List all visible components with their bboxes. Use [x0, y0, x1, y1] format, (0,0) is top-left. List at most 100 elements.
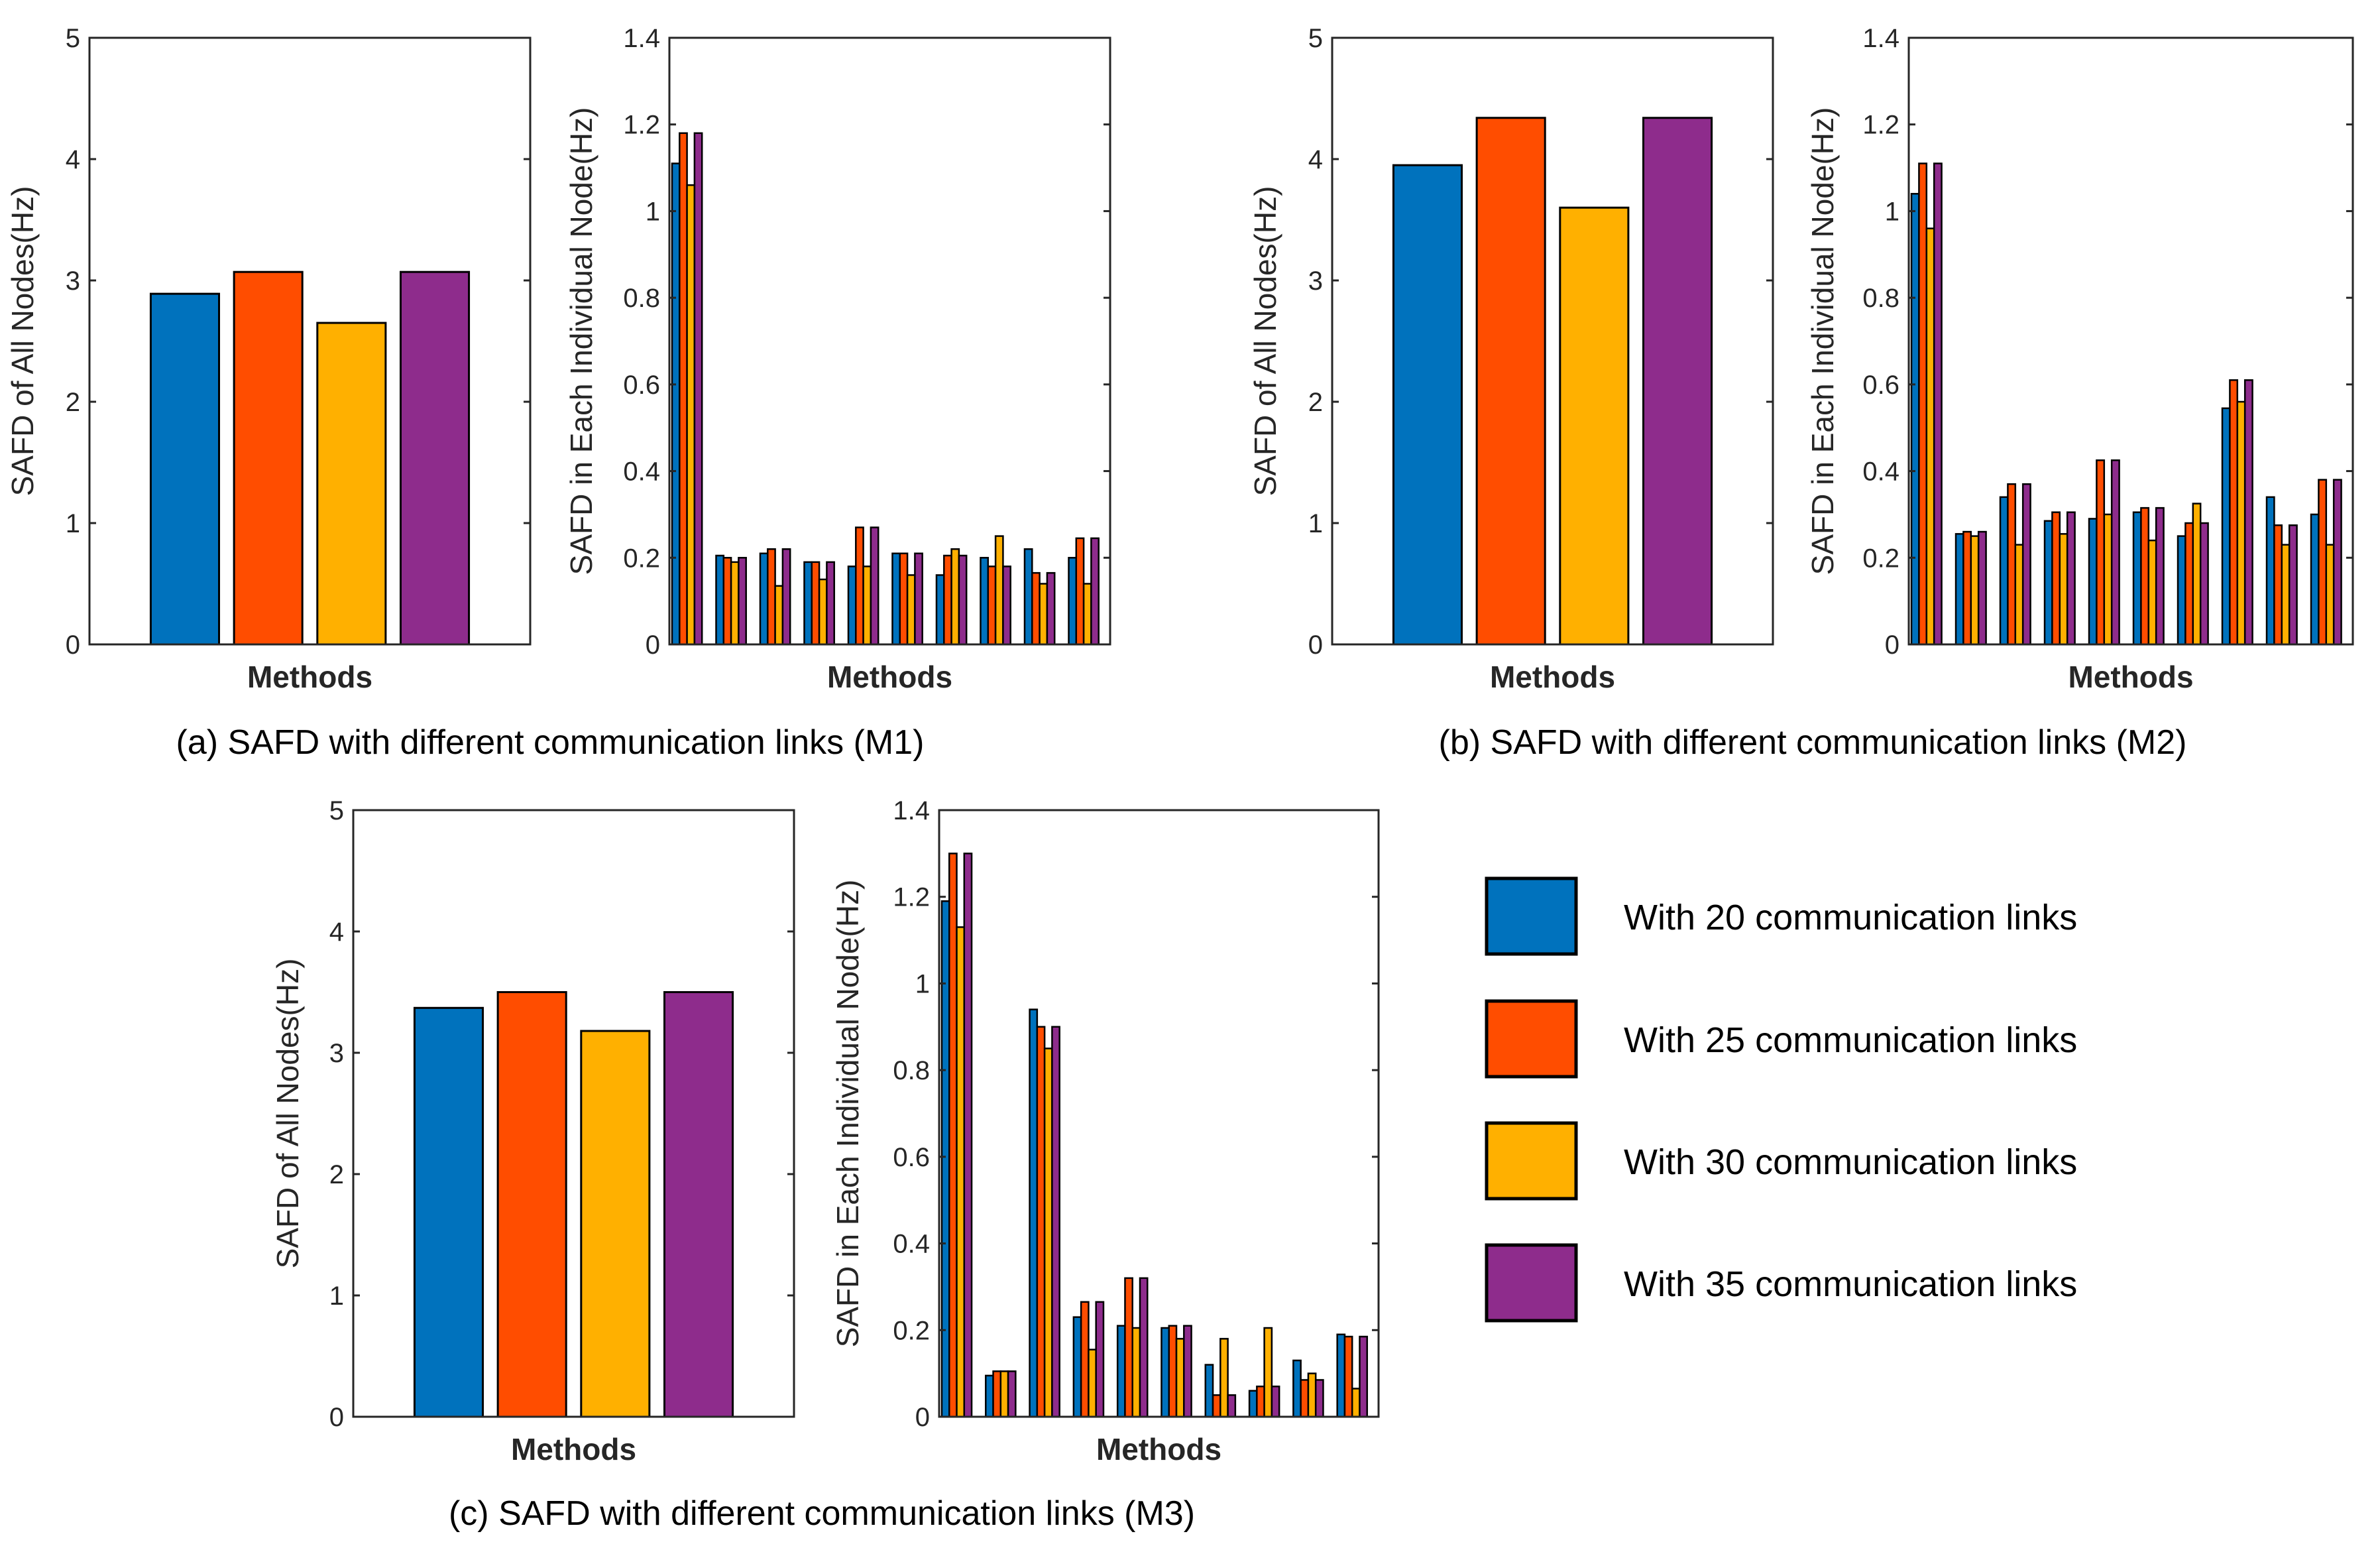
bar-b-node-s25-1: [1962, 530, 1972, 646]
bar-c-node-s20-5: [1161, 1327, 1170, 1418]
bar-c-node-s30-7: [1263, 1327, 1273, 1418]
bar-b-node-s25-5: [2140, 507, 2150, 646]
bar-a-node-s30-5: [906, 574, 916, 646]
bar-c-node-s20-3: [1072, 1316, 1082, 1418]
chart-b-all: 0 1 2 3 4 5 Methods SAFD of All Nodes(Hz): [1248, 24, 1774, 694]
bar-b-all-s20: [1392, 164, 1463, 646]
ytick-label-a-all-2: 2: [66, 388, 80, 417]
bar-a-node-s30-4: [862, 566, 872, 646]
bar-a-node-s25-1: [722, 557, 732, 646]
bar-c-node-s25-2: [1036, 1026, 1046, 1418]
bar-c-node-s30-6: [1219, 1338, 1229, 1418]
legend-label-30: With 30 communication links: [1624, 1142, 2077, 1182]
bar-b-node-s20-5: [2132, 511, 2142, 646]
bar-c-node-s20-8: [1292, 1359, 1302, 1418]
bar-b-node-s20-6: [2177, 535, 2186, 646]
chart-c-all: 0 1 2 3 4 5 Methods SAFD of All Nodes(Hz): [270, 796, 795, 1466]
bar-b-node-s20-0: [1910, 193, 1920, 646]
legend-label-25: With 25 communication links: [1624, 1020, 2077, 1060]
bar-b-node-s30-7: [2236, 400, 2246, 646]
ytick-label-a-all-5: 5: [66, 24, 80, 53]
ylabel-a-node: SAFD in Each Individual Node(Hz): [564, 107, 598, 575]
bar-c-node-s25-5: [1168, 1325, 1178, 1418]
bar-b-node-s20-2: [1999, 496, 2009, 646]
ytick-label-a-all-4: 4: [66, 145, 80, 174]
bar-a-node-s20-9: [1068, 557, 1078, 646]
ylabel-b-all: SAFD of All Nodes(Hz): [1248, 186, 1282, 497]
bar-b-node-s25-6: [2184, 522, 2194, 646]
bar-a-node-s30-9: [1082, 583, 1092, 646]
bar-a-node-s20-6: [935, 574, 945, 646]
ytick-label-c-node-6: 1.2: [893, 883, 930, 912]
ytick-label-c-node-0: 0: [915, 1403, 930, 1432]
xlabel-b-all: Methods: [1490, 660, 1615, 694]
bar-b-node-s25-7: [2229, 379, 2239, 646]
bar-c-node-s35-5: [1183, 1325, 1192, 1418]
bar-a-node-s20-5: [891, 552, 901, 646]
ytick-label-a-all-1: 1: [66, 509, 80, 538]
ytick-label-c-all-1: 1: [329, 1282, 344, 1311]
bar-b-node-s20-1: [1955, 533, 1964, 646]
bar-c-node-s20-0: [940, 900, 950, 1418]
bar-b-node-s35-1: [1977, 530, 1987, 646]
bar-c-node-s25-4: [1124, 1277, 1133, 1418]
bar-a-node-s30-1: [730, 561, 740, 646]
bar-b-node-s30-4: [2103, 513, 2113, 646]
bar-a-node-s25-6: [943, 554, 952, 646]
bar-b-node-s35-5: [2155, 507, 2165, 646]
bar-a-node-s35-4: [870, 526, 879, 646]
ytick-label-c-all-2: 2: [329, 1160, 344, 1189]
bar-c-node-s35-6: [1227, 1394, 1237, 1418]
axes-box-c-all: [352, 809, 795, 1418]
ytick-label-c-node-7: 1.4: [893, 796, 930, 825]
legend-swatch-35: [1485, 1243, 1578, 1323]
bar-b-node-s35-7: [2243, 379, 2253, 646]
caption-b: (b) SAFD with different communication li…: [1439, 723, 2187, 762]
ytick-label-c-all-5: 5: [329, 796, 344, 825]
bar-c-node-s35-7: [1271, 1386, 1280, 1418]
ytick-label-c-all-3: 3: [329, 1039, 344, 1068]
ytick-label-b-all-1: 1: [1308, 509, 1323, 538]
bar-b-node-s25-2: [2007, 483, 2017, 646]
ytick-label-a-node-1: 0.2: [623, 544, 660, 573]
bar-b-node-s25-0: [1918, 162, 1928, 646]
ytick-label-c-node-3: 0.6: [893, 1143, 930, 1172]
bar-b-node-s35-0: [1933, 162, 1943, 646]
ytick-label-b-node-6: 1.2: [1862, 111, 1899, 140]
ytick-label-c-node-5: 1: [915, 969, 930, 998]
bar-c-node-s30-9: [1351, 1388, 1361, 1418]
bar-b-node-s30-9: [2325, 544, 2335, 646]
bar-a-node-s35-5: [914, 552, 923, 646]
bar-b-node-s20-7: [2221, 407, 2231, 646]
ytick-label-b-all-2: 2: [1308, 388, 1323, 417]
ytick-label-a-all-3: 3: [66, 267, 80, 296]
ytick-label-c-all-4: 4: [329, 918, 344, 947]
bar-a-node-s20-2: [759, 552, 769, 646]
bar-a-node-s20-0: [671, 162, 681, 646]
bar-b-node-s35-4: [2110, 459, 2120, 646]
bar-c-node-s20-2: [1029, 1008, 1039, 1418]
bar-b-node-s35-9: [2332, 479, 2342, 646]
ylabel-a-all: SAFD of All Nodes(Hz): [5, 186, 40, 497]
bar-a-node-s25-8: [1031, 571, 1041, 646]
ytick-label-c-node-1: 0.2: [893, 1316, 930, 1345]
ytick-label-b-node-7: 1.4: [1862, 24, 1899, 53]
xlabel-a-node: Methods: [827, 660, 952, 694]
legend-label-20: With 20 communication links: [1624, 898, 2077, 937]
bar-a-node-s25-3: [811, 561, 821, 646]
bar-c-node-s25-3: [1080, 1301, 1090, 1418]
caption-c: (c) SAFD with different communication li…: [449, 1494, 1195, 1533]
bar-a-node-s25-5: [899, 552, 909, 646]
bar-b-node-s30-3: [2059, 533, 2068, 646]
ylabel-c-node: SAFD in Each Individual Node(Hz): [830, 880, 865, 1348]
bar-c-node-s25-7: [1256, 1386, 1265, 1418]
bar-c-node-s20-1: [985, 1374, 994, 1418]
bar-a-node-s30-7: [994, 535, 1004, 646]
bar-c-all-s30: [580, 1030, 651, 1418]
bar-a-all-s30: [316, 322, 387, 646]
ytick-label-b-all-4: 4: [1308, 145, 1323, 174]
bar-b-node-s30-1: [1970, 535, 1980, 646]
legend-swatch-30: [1485, 1121, 1578, 1201]
bar-c-node-s30-5: [1175, 1338, 1185, 1418]
